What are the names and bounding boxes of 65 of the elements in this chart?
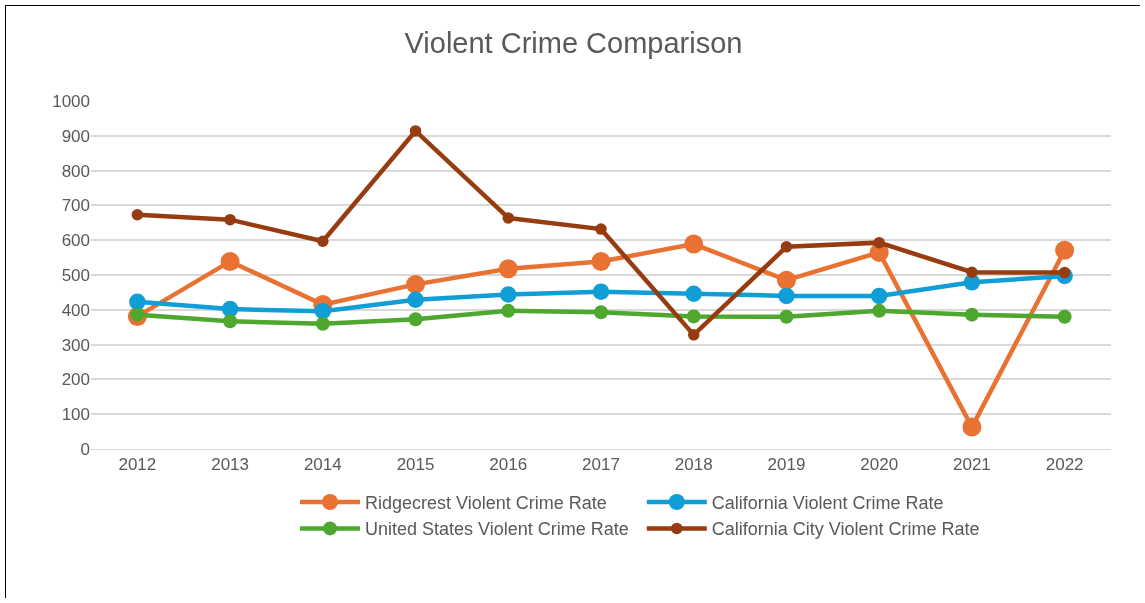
legend-label: Ridgecrest Violent Crime Rate xyxy=(365,493,607,514)
y-tick-label: 500 xyxy=(61,265,90,285)
point xyxy=(314,302,332,320)
point xyxy=(778,287,795,305)
point xyxy=(408,312,423,327)
y-tick-label: 100 xyxy=(61,405,90,425)
point xyxy=(223,314,238,329)
x-tick-label: 2017 xyxy=(582,455,620,475)
point xyxy=(315,316,330,331)
legend-label: United States Violent Crime Rate xyxy=(365,519,629,540)
y-tick-label: 400 xyxy=(61,300,90,320)
x-tick-label: 2022 xyxy=(1045,455,1084,475)
x-tick-label: 2016 xyxy=(489,455,528,475)
point xyxy=(129,293,146,311)
point xyxy=(780,241,793,253)
chart-title: Violent Crime Comparison xyxy=(404,26,743,59)
point xyxy=(220,251,240,271)
point xyxy=(687,329,700,341)
x-tick-label: 2019 xyxy=(767,455,806,475)
y-tick-label: 600 xyxy=(61,231,90,251)
y-tick-label: 200 xyxy=(61,370,90,390)
y-tick-label: 0 xyxy=(80,439,90,459)
y-tick-label: 300 xyxy=(61,335,90,355)
point xyxy=(409,125,422,137)
y-tick-label: 700 xyxy=(61,196,90,216)
point xyxy=(406,274,426,294)
legend-label: California Violent Crime Rate xyxy=(711,493,944,514)
point xyxy=(1057,309,1072,324)
x-tick-label: 2015 xyxy=(396,455,435,475)
point xyxy=(872,303,887,318)
point xyxy=(221,300,239,318)
point xyxy=(407,291,424,308)
point xyxy=(685,285,702,303)
point xyxy=(1058,266,1071,279)
point xyxy=(500,286,517,303)
y-tick-label: 1000 xyxy=(52,91,90,111)
y-tick-label: 800 xyxy=(61,161,90,181)
point xyxy=(591,251,611,271)
point xyxy=(502,212,515,224)
point xyxy=(224,213,236,226)
x-tick-label: 2021 xyxy=(953,455,991,475)
point xyxy=(317,235,329,247)
point xyxy=(131,209,144,221)
point xyxy=(684,234,704,254)
y-tick-label: 900 xyxy=(61,126,90,146)
point xyxy=(776,270,796,290)
point xyxy=(779,309,794,324)
point xyxy=(873,236,885,249)
point xyxy=(592,283,610,300)
point xyxy=(595,223,607,235)
point xyxy=(962,417,982,437)
point xyxy=(686,309,701,324)
point xyxy=(594,305,608,320)
x-tick-label: 2013 xyxy=(211,455,249,475)
x-tick-label: 2018 xyxy=(674,455,713,475)
point xyxy=(501,303,516,318)
legend-label: California City Violent Crime Rate xyxy=(711,519,980,540)
point xyxy=(964,307,979,322)
point xyxy=(1055,240,1075,260)
point xyxy=(870,287,888,305)
point xyxy=(498,259,518,279)
x-tick-label: 2012 xyxy=(118,455,157,475)
x-tick-label: 2014 xyxy=(303,455,342,475)
x-tick-label: 2020 xyxy=(860,455,899,475)
point xyxy=(966,266,978,278)
